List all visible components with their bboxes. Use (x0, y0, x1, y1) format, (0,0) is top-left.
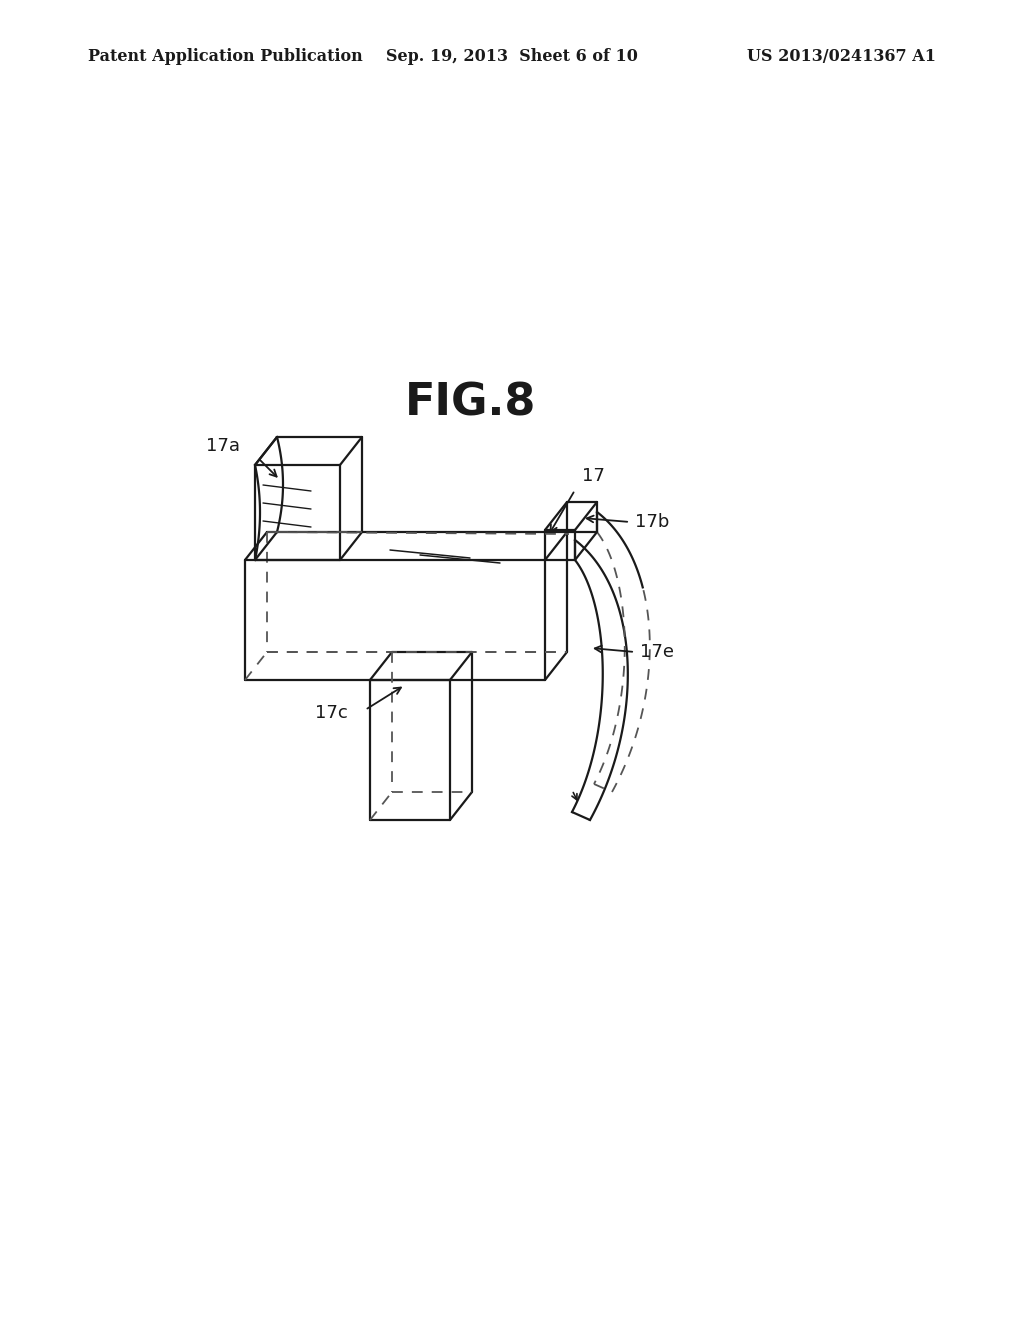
Text: 17c: 17c (315, 704, 348, 722)
Text: Patent Application Publication: Patent Application Publication (88, 48, 362, 65)
Text: 17a: 17a (206, 437, 240, 455)
Text: 17e: 17e (640, 643, 674, 661)
Text: 17b: 17b (635, 513, 670, 531)
Text: FIG.8: FIG.8 (406, 381, 537, 424)
Text: US 2013/0241367 A1: US 2013/0241367 A1 (746, 48, 936, 65)
Text: Sep. 19, 2013  Sheet 6 of 10: Sep. 19, 2013 Sheet 6 of 10 (386, 48, 638, 65)
Text: 17: 17 (582, 467, 605, 484)
